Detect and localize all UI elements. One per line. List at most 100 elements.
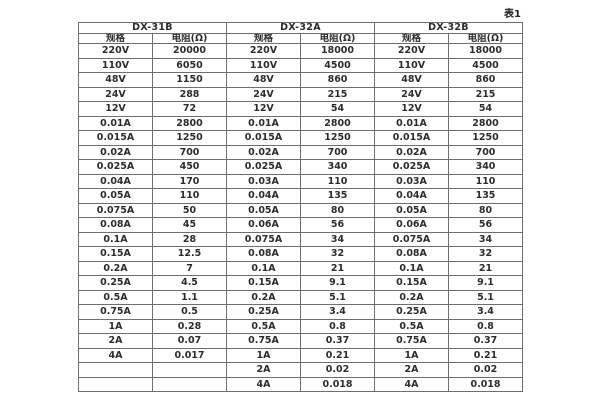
spec-cell: 4A <box>374 376 449 392</box>
spec-cell: 220V <box>78 43 153 59</box>
spec-cell: 2A <box>226 362 301 378</box>
section-title-dx-32a: DX-32A <box>226 22 375 34</box>
spec-cell: 48V <box>78 72 153 88</box>
spec-cell: 0.5A <box>374 318 449 334</box>
spec-cell: 0.04A <box>226 188 301 204</box>
spec-cell: 110V <box>78 57 153 73</box>
resistance-cell: 80 <box>448 202 523 218</box>
resistance-cell: 4500 <box>448 57 523 73</box>
spec-cell: 220V <box>374 43 449 59</box>
resistance-cell: 0.02 <box>448 362 523 378</box>
resistance-cell: 2800 <box>152 115 227 131</box>
resistance-cell: 170 <box>152 173 227 189</box>
spec-cell: 0.01A <box>374 115 449 131</box>
resistance-cell: 700 <box>152 144 227 160</box>
resistance-cell: 2800 <box>300 115 375 131</box>
resistance-cell: 0.37 <box>448 333 523 349</box>
resistance-cell: 860 <box>448 72 523 88</box>
resistance-cell: 7 <box>152 260 227 276</box>
section-title-row: DX-31B DX-32A DX-32B <box>78 22 523 34</box>
resistance-cell <box>152 376 227 392</box>
spec-cell: 0.5A <box>78 289 153 305</box>
spec-cell: 0.2A <box>374 289 449 305</box>
resistance-cell: 0.28 <box>152 318 227 334</box>
section-title-dx-32b: DX-32B <box>374 22 523 34</box>
spec-cell: 0.15A <box>226 275 301 291</box>
spec-cell: 0.08A <box>78 217 153 233</box>
table-row: 12V 72 12V 54 12V 54 <box>78 101 523 117</box>
spec-cell: 24V <box>226 86 301 102</box>
spec-cell: 0.06A <box>226 217 301 233</box>
table-row: 0.08A 45 0.06A 56 0.06A 56 <box>78 217 523 233</box>
resistance-cell: 110 <box>448 173 523 189</box>
spec-cell: 0.025A <box>78 159 153 175</box>
resistance-cell: 32 <box>448 246 523 262</box>
table-row: 0.2A 7 0.1A 21 0.1A 21 <box>78 260 523 276</box>
resistance-cell: 72 <box>152 101 227 117</box>
spec-cell <box>78 376 153 392</box>
resistance-cell: 340 <box>448 159 523 175</box>
resistance-cell: 340 <box>300 159 375 175</box>
resistance-cell: 6050 <box>152 57 227 73</box>
resistance-cell: 20000 <box>152 43 227 59</box>
spec-cell: 2A <box>374 362 449 378</box>
resistance-cell: 56 <box>300 217 375 233</box>
table-row: 0.5A 1.1 0.2A 5.1 0.2A 5.1 <box>78 289 523 305</box>
resistance-cell: 700 <box>300 144 375 160</box>
spec-cell: 0.08A <box>374 246 449 262</box>
resistance-cell: 5.1 <box>300 289 375 305</box>
resistance-cell: 1250 <box>300 130 375 146</box>
col-header-resistance: 电阻(Ω) <box>448 32 523 44</box>
spec-cell: 0.15A <box>78 246 153 262</box>
spec-cell: 0.08A <box>226 246 301 262</box>
spec-cell: 0.075A <box>226 231 301 247</box>
resistance-cell: 0.8 <box>448 318 523 334</box>
spec-cell: 0.075A <box>374 231 449 247</box>
resistance-cell: 34 <box>300 231 375 247</box>
spec-cell: 1A <box>78 318 153 334</box>
table-row: 110V 6050 110V 4500 110V 4500 <box>78 57 523 73</box>
spec-cell: 0.01A <box>78 115 153 131</box>
table-header: DX-31B DX-32A DX-32B 规格 电阻(Ω) 规格 电阻(Ω) 规格 电阻(Ω) <box>78 22 523 44</box>
resistance-cell: 0.02 <box>300 362 375 378</box>
spec-cell: 220V <box>226 43 301 59</box>
spec-cell: 0.015A <box>78 130 153 146</box>
resistance-cell: 9.1 <box>448 275 523 291</box>
resistance-cell: 0.21 <box>448 347 523 363</box>
resistance-cell <box>152 362 227 378</box>
spec-cell: 0.1A <box>374 260 449 276</box>
resistance-cell: 54 <box>300 101 375 117</box>
col-header-resistance: 电阻(Ω) <box>300 32 375 44</box>
col-header-resistance: 电阻(Ω) <box>152 32 227 44</box>
resistance-cell: 4500 <box>300 57 375 73</box>
spec-cell: 0.5A <box>226 318 301 334</box>
spec-cell: 0.03A <box>226 173 301 189</box>
resistance-cell: 0.017 <box>152 347 227 363</box>
resistance-cell: 1150 <box>152 72 227 88</box>
spec-cell: 0.025A <box>226 159 301 175</box>
table-row: 2A 0.02 2A 0.02 <box>78 362 523 378</box>
spec-cell: 0.05A <box>78 188 153 204</box>
resistance-cell: 860 <box>300 72 375 88</box>
spec-cell: 12V <box>226 101 301 117</box>
spec-cell: 1A <box>374 347 449 363</box>
resistance-cell: 18000 <box>300 43 375 59</box>
spec-cell: 0.02A <box>226 144 301 160</box>
col-header-spec: 规格 <box>226 32 301 44</box>
table-row: 0.04A 170 0.03A 110 0.03A 110 <box>78 173 523 189</box>
table-row: 24V 288 24V 215 24V 215 <box>78 86 523 102</box>
spec-cell: 110V <box>226 57 301 73</box>
spec-cell: 0.02A <box>374 144 449 160</box>
table-row: 0.15A 12.5 0.08A 32 0.08A 32 <box>78 246 523 262</box>
resistance-cell: 0.37 <box>300 333 375 349</box>
spec-cell: 0.1A <box>226 260 301 276</box>
spec-cell: 0.01A <box>226 115 301 131</box>
spec-cell: 0.25A <box>78 275 153 291</box>
spec-cell: 0.75A <box>374 333 449 349</box>
spec-cell: 0.02A <box>78 144 153 160</box>
resistance-cell: 21 <box>448 260 523 276</box>
spec-cell: 1A <box>226 347 301 363</box>
col-header-spec: 规格 <box>78 32 153 44</box>
spec-cell: 0.03A <box>374 173 449 189</box>
